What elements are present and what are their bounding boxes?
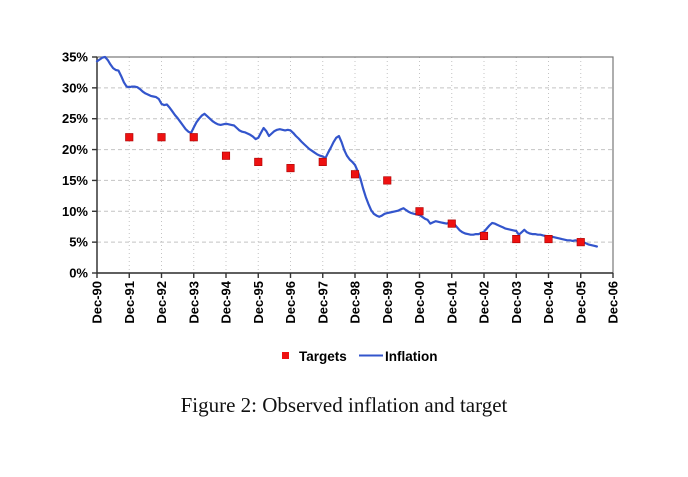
y-tick-label: 10% [62, 204, 88, 219]
x-tick-label: Dec-96 [283, 281, 298, 324]
target-marker [318, 157, 327, 166]
y-tick-label: 30% [62, 80, 88, 95]
target-marker [576, 238, 585, 247]
y-tick-label: 35% [62, 50, 88, 65]
x-tick-label: Dec-91 [122, 281, 137, 324]
target-marker [383, 176, 392, 185]
x-tick-label: Dec-95 [251, 281, 266, 324]
x-tick-label: Dec-00 [412, 281, 427, 324]
inflation-chart: 0% 5% 10% 15% 20% 25% 30% 35% Dec-90 Dec-91 Dec-92… [62, 50, 621, 365]
target-marker [350, 170, 360, 179]
inflation-line [95, 55, 599, 248]
x-tick-label: Dec-92 [154, 281, 169, 324]
grid-layer [97, 57, 613, 273]
axis-layer [92, 56, 614, 278]
x-tick-label: Dec-06 [606, 281, 621, 324]
x-tick-label: Dec-03 [509, 281, 524, 324]
y-tick-label: 15% [62, 173, 88, 188]
y-tick-label: 5% [69, 235, 88, 250]
chart-legend: Targets Inflation [282, 349, 438, 364]
x-tick-label: Dec-97 [315, 281, 330, 324]
x-tick-label: Dec-02 [477, 281, 492, 324]
y-tick-label: 0% [69, 266, 88, 281]
x-tick-label: Dec-93 [186, 281, 201, 324]
targets-legend-marker-icon [282, 352, 289, 359]
target-marker [447, 219, 456, 228]
inflation-legend-label: Inflation [385, 349, 438, 364]
target-marker [512, 235, 521, 244]
x-tick-label: Dec-90 [90, 281, 105, 324]
target-marker [479, 231, 489, 241]
x-tick-label: Dec-94 [219, 280, 234, 323]
x-tick-label: Dec-01 [444, 281, 459, 324]
target-marker [544, 235, 553, 244]
y-tick-label: 20% [62, 142, 88, 157]
label-layer: 0% 5% 10% 15% 20% 25% 30% 35% Dec-90 Dec-91 Dec-92… [62, 50, 621, 324]
target-marker [189, 133, 198, 142]
target-marker [125, 133, 134, 142]
target-marker [221, 151, 231, 160]
x-tick-label: Dec-99 [380, 281, 395, 324]
target-marker [157, 133, 166, 142]
targets-legend-label: Targets [299, 349, 347, 364]
x-tick-label: Dec-98 [348, 281, 363, 324]
target-marker [415, 207, 424, 216]
x-tick-label: Dec-04 [541, 280, 556, 323]
series-layer [95, 55, 599, 248]
target-marker [254, 157, 263, 166]
y-tick-label: 25% [62, 111, 88, 126]
target-marker [286, 164, 295, 173]
figure-caption: Figure 2: Observed inflation and target [180, 393, 508, 417]
x-tick-label: Dec-05 [573, 281, 588, 324]
